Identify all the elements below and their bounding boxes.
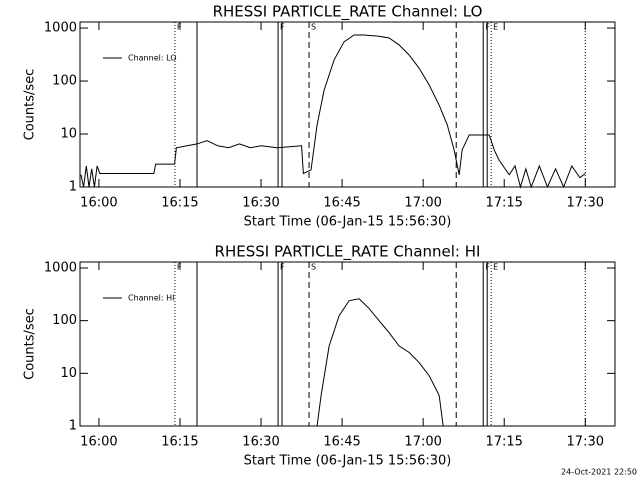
x-axis-label: Start Time (06-Jan-15 15:56:30) [244, 215, 452, 230]
timestamp: 24-Oct-2021 22:50 [561, 468, 637, 477]
marker-label: F [177, 263, 182, 272]
x-tick-label: 16:15 [161, 196, 198, 211]
y-tick-label: 1 [69, 180, 77, 195]
x-tick-label: 17:15 [485, 435, 522, 450]
x-tick-label: 16:30 [242, 196, 279, 211]
chart-title: RHESSI PARTICLE_RATE Channel: HI [215, 243, 481, 262]
marker-label: F [177, 23, 182, 32]
y-axis-label: Counts/sec [23, 69, 38, 141]
plot-frame [79, 21, 616, 188]
x-tick-label: 17:15 [485, 196, 522, 211]
y-tick-label: 100 [52, 313, 77, 328]
x-tick-label: 16:00 [80, 435, 117, 450]
y-tick-label: 1000 [44, 261, 77, 276]
chart-title: RHESSI PARTICLE_RATE Channel: LO [213, 3, 483, 22]
marker-label: S [311, 263, 316, 272]
marker-label: F [485, 263, 490, 272]
marker-label: F [485, 23, 490, 32]
marker-label: S [311, 23, 316, 32]
x-axis-label: Start Time (06-Jan-15 15:56:30) [244, 454, 452, 469]
marker-label: E [493, 263, 498, 272]
legend-label: Channel: HI [128, 294, 174, 303]
marker-label: F [280, 263, 285, 272]
legend-label: Channel: LO [128, 54, 177, 63]
y-axis-label: Counts/sec [23, 308, 38, 380]
x-tick-label: 17:00 [404, 196, 441, 211]
x-tick-label: 16:45 [323, 196, 360, 211]
x-tick-label: 17:30 [567, 435, 604, 450]
plot-frame [79, 261, 616, 427]
y-tick-label: 1 [69, 419, 77, 434]
x-tick-label: 16:15 [161, 435, 198, 450]
marker-label: E [493, 23, 498, 32]
x-tick-label: 17:00 [404, 435, 441, 450]
x-tick-label: 16:00 [80, 196, 117, 211]
y-tick-label: 10 [60, 127, 77, 142]
data-line [316, 298, 444, 427]
x-tick-label: 16:30 [242, 435, 279, 450]
x-tick-label: 17:30 [567, 196, 604, 211]
y-tick-label: 100 [52, 74, 77, 89]
y-tick-label: 10 [60, 366, 77, 381]
x-tick-label: 16:45 [323, 435, 360, 450]
data-line [80, 34, 586, 189]
y-tick-label: 1000 [44, 21, 77, 36]
marker-label: F [280, 23, 285, 32]
